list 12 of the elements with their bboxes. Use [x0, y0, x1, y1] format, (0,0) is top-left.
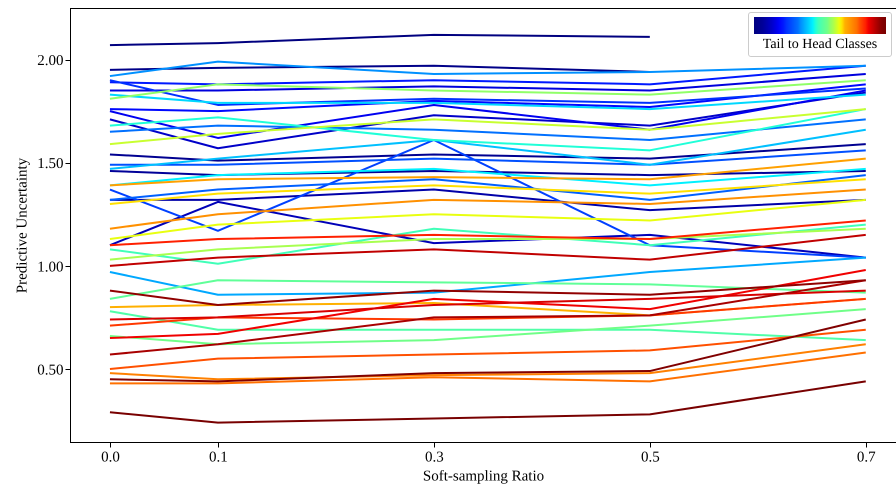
y-tick-label: 1.00	[37, 259, 64, 276]
x-tick-label: 0.1	[209, 450, 228, 466]
x-tick-label: 0.0	[101, 450, 120, 466]
y-tick-label: 1.50	[37, 156, 64, 172]
x-tick-label: 0.7	[856, 450, 876, 466]
x-tick-label: 0.5	[640, 450, 660, 466]
y-axis-title: Predictive Uncertainty	[14, 157, 30, 294]
color-bar-title: Tail to Head Classes	[762, 37, 878, 53]
x-tick-label: 0.3	[424, 450, 444, 466]
y-tick-label: 0.50	[37, 362, 64, 378]
x-axis-title: Soft-sampling Ratio	[422, 468, 544, 484]
y-tick-label: 2.00	[37, 53, 64, 70]
